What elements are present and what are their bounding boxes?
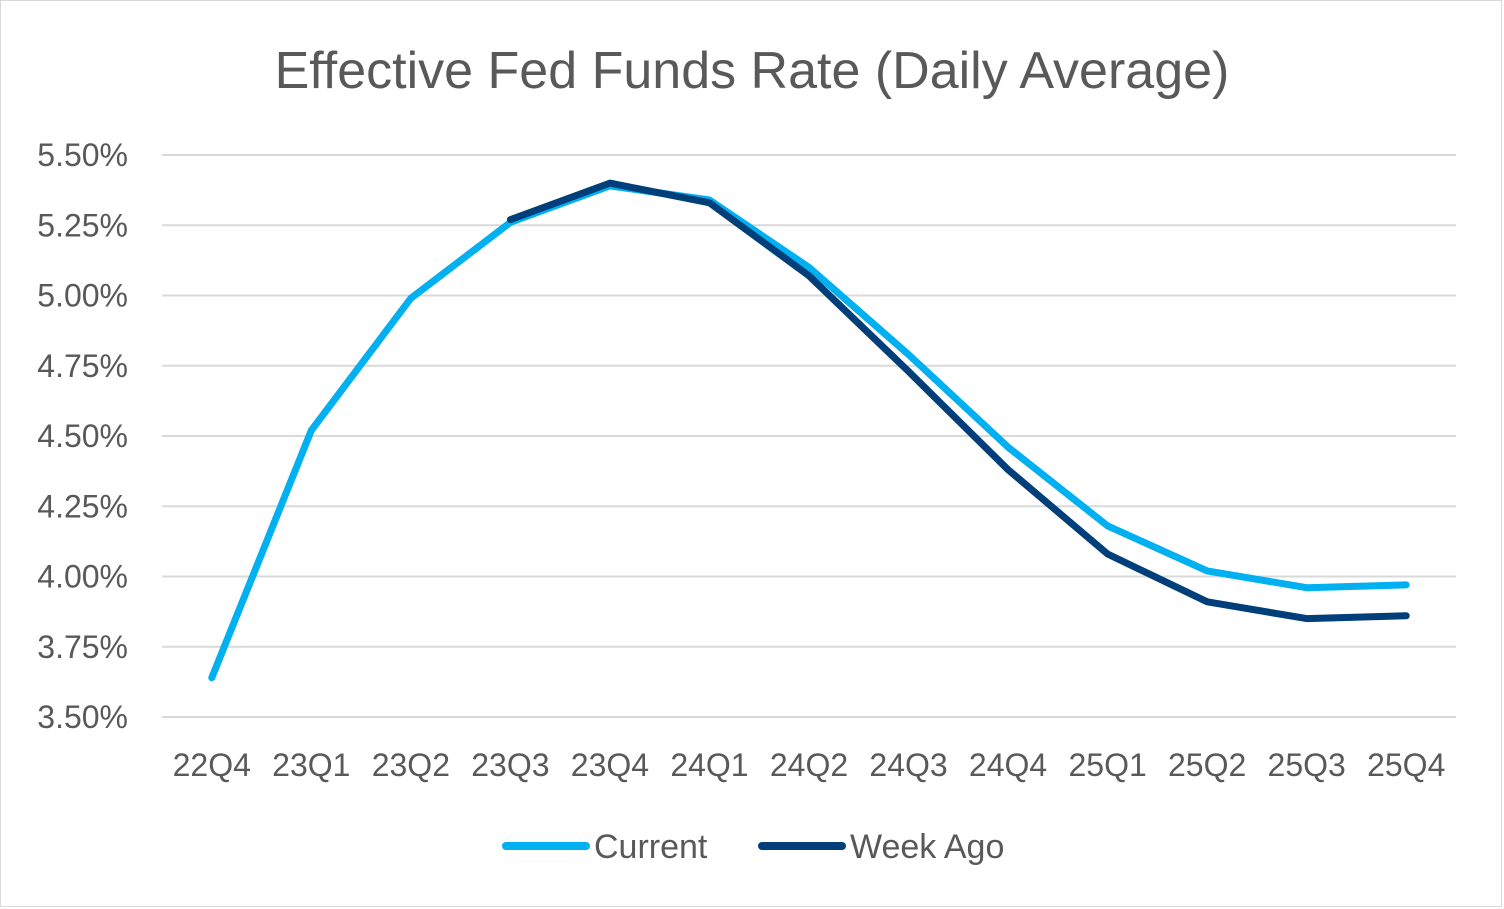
legend-label: Current (594, 828, 708, 866)
series-lines (208, 179, 1410, 682)
y-tick-label: 4.50% (37, 418, 128, 454)
x-tick-label: 23Q2 (372, 747, 450, 783)
x-tick-label: 24Q1 (670, 747, 748, 783)
x-tick-label: 23Q1 (272, 747, 350, 783)
x-tick-label: 25Q1 (1068, 747, 1146, 783)
x-tick-label: 22Q4 (173, 747, 251, 783)
x-tick-label: 23Q3 (471, 747, 549, 783)
x-tick-label: 25Q2 (1168, 747, 1246, 783)
y-tick-label: 4.00% (37, 559, 128, 595)
y-tick-label: 5.50% (37, 137, 128, 173)
y-tick-label: 5.25% (37, 207, 128, 243)
x-tick-label: 25Q3 (1268, 747, 1346, 783)
x-tick-label: 24Q2 (770, 747, 848, 783)
x-tick-label: 24Q3 (869, 747, 947, 783)
x-tick-label: 24Q4 (969, 747, 1047, 783)
legend-label: Week Ago (850, 828, 1004, 866)
y-axis-ticks: 3.50% 3.75% 4.00% 4.25% 4.50% 4.75% 5.00% 5.25%… (37, 137, 128, 735)
y-tick-label: 3.75% (37, 629, 128, 665)
gridlines (162, 154, 1456, 718)
x-tick-label: 25Q4 (1367, 747, 1445, 783)
y-tick-label: 4.75% (37, 348, 128, 384)
legend: Current Week Ago (502, 828, 1004, 866)
series-line-current (208, 182, 1410, 682)
y-tick-label: 4.25% (37, 488, 128, 524)
x-axis-ticks: 22Q4 23Q1 23Q2 23Q3 23Q4 24Q1 24Q2 24Q3 24Q4 25Q1… (173, 747, 1446, 783)
y-tick-label: 5.00% (37, 278, 128, 314)
x-tick-label: 23Q4 (571, 747, 649, 783)
chart-title: Effective Fed Funds Rate (Daily Average) (275, 42, 1230, 100)
y-tick-label: 3.50% (37, 699, 128, 735)
series-line-week-ago (506, 179, 1410, 623)
